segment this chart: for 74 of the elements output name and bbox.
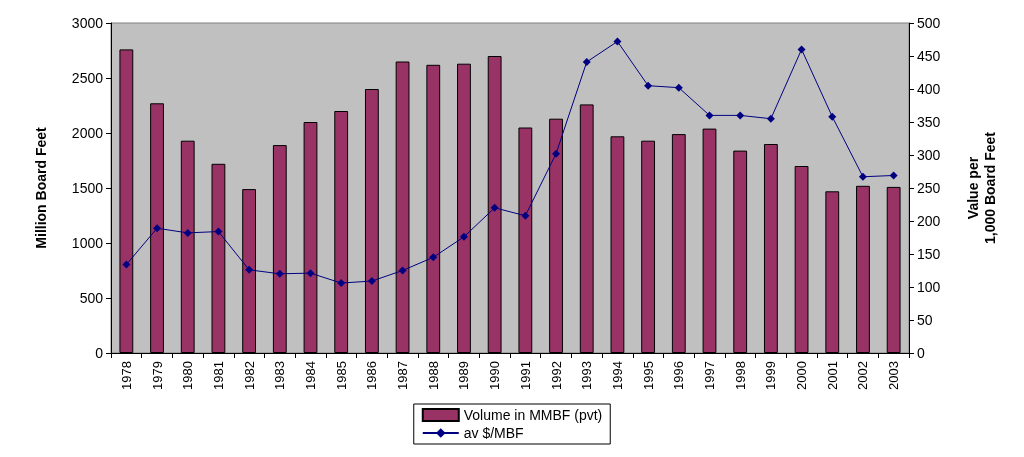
y2-tick-label: 350	[917, 114, 941, 130]
point	[429, 253, 438, 262]
point	[552, 149, 561, 158]
x-tick-label: 2000	[794, 361, 810, 390]
y2-tick-label: 0	[917, 345, 925, 361]
y2-tick-label: 400	[917, 81, 941, 97]
point	[766, 114, 775, 123]
point	[858, 172, 867, 181]
x-tick-label: 1998	[732, 361, 748, 390]
x-tick-label: 1982	[241, 361, 257, 390]
point	[153, 224, 162, 233]
point	[245, 265, 254, 274]
x-tick-label: 1994	[609, 361, 625, 390]
y2-axis-title: Value per 1,000 Board Feet	[964, 131, 998, 245]
x-tick-label: 1988	[425, 361, 441, 390]
point	[582, 57, 591, 66]
y-tick-label: 2500	[71, 70, 104, 86]
point	[613, 37, 622, 46]
y2-tick-label: 300	[917, 147, 941, 163]
y-tick-label: 0	[95, 345, 104, 361]
y-tick-label: 3000	[71, 15, 104, 31]
point	[275, 269, 284, 278]
point	[459, 232, 468, 241]
x-tick-label: 1993	[579, 361, 595, 390]
x-tick-label: 1986	[364, 361, 380, 390]
y-tick-label: 1500	[71, 180, 104, 196]
point	[828, 112, 837, 121]
x-tick-label: 1980	[180, 361, 196, 390]
y2-tick-label: 250	[917, 180, 941, 196]
point	[705, 111, 714, 120]
point	[398, 266, 407, 275]
x-tick-label: 1987	[395, 361, 411, 390]
point	[889, 171, 898, 180]
x-tick-label: 1991	[517, 361, 533, 390]
x-tick-label: 2003	[886, 361, 902, 390]
x-tick-label: 1984	[303, 361, 318, 390]
x-tick-label: 2002	[855, 361, 871, 390]
y2-tick-label: 50	[917, 312, 933, 328]
x-tick-label: 1979	[149, 361, 165, 390]
y2-tick-label: 500	[917, 15, 941, 31]
point	[674, 83, 683, 92]
point	[736, 111, 745, 120]
y-tick-label: 2000	[71, 125, 104, 141]
x-tick-label: 1999	[763, 361, 779, 390]
y2-tick-label: 100	[917, 279, 941, 295]
point	[214, 227, 223, 236]
point	[337, 279, 346, 288]
y2-tick-label: 200	[917, 213, 941, 229]
y-axis-title: Million Board Feet	[32, 127, 49, 249]
legend-label: av $/MBF	[463, 425, 524, 441]
point	[183, 228, 192, 237]
x-tick-label: 2001	[824, 361, 840, 390]
point	[490, 203, 499, 212]
x-tick-label: 1995	[640, 361, 656, 390]
legend-label: Volume in MMBF (pvt)	[463, 407, 603, 423]
x-tick-label: 1983	[272, 361, 288, 390]
point	[521, 211, 530, 220]
x-tick-label: 1996	[671, 361, 687, 390]
x-tick-label: 1990	[487, 361, 503, 390]
x-tick-label: 1978	[118, 361, 134, 390]
y2-tick-label: 150	[917, 246, 941, 262]
point	[644, 81, 653, 90]
x-tick-label: 1985	[333, 361, 349, 390]
y-tick-label: 1000	[71, 235, 104, 251]
point	[122, 260, 131, 269]
x-tick-label: 1992	[548, 361, 564, 390]
point	[797, 45, 806, 54]
x-tick-label: 1997	[702, 361, 717, 390]
point	[306, 269, 315, 278]
y2-tick-label: 450	[917, 48, 941, 64]
x-tick-label: 1989	[456, 361, 472, 390]
y-tick-label: 500	[79, 290, 104, 306]
x-tick-label: 1981	[210, 361, 226, 390]
point	[367, 277, 376, 286]
